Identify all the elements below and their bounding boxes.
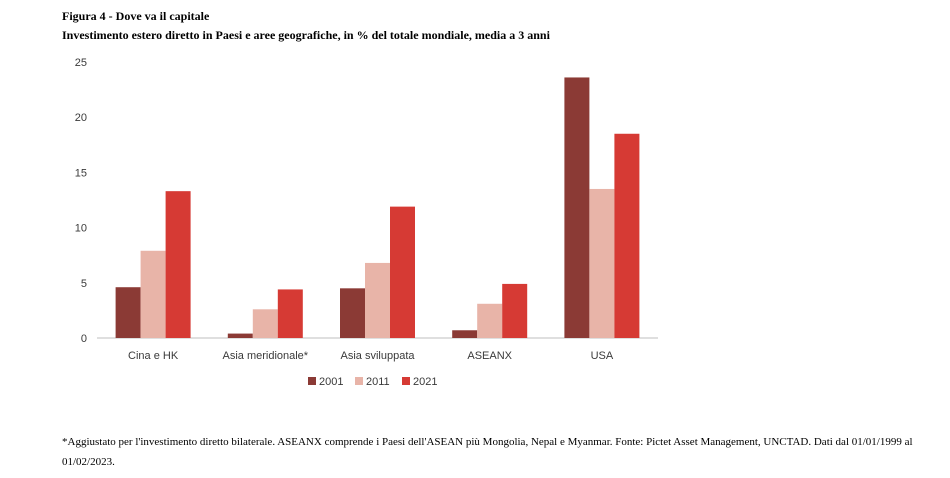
y-tick-label: 0 xyxy=(81,333,87,345)
legend-label-2021: 2021 xyxy=(413,376,437,388)
bar-2001-1 xyxy=(227,333,253,338)
bar-2021-4 xyxy=(614,133,640,338)
y-tick-label: 10 xyxy=(75,223,87,235)
legend-label-2011: 2011 xyxy=(366,376,390,388)
x-axis: Cina e HK Asia meridionale* Asia sviluppat… xyxy=(97,337,658,362)
bar-2011-2 xyxy=(365,262,390,338)
y-tick-label: 20 xyxy=(75,112,87,124)
legend-swatch-2001 xyxy=(308,377,316,385)
legend-label-2001: 2001 xyxy=(319,376,343,388)
y-tick-label: 5 xyxy=(81,278,87,290)
legend-swatch-2011 xyxy=(355,377,363,385)
bar-2021-2 xyxy=(390,206,415,338)
x-category-label: Cina e HK xyxy=(128,350,179,362)
x-category-label: USA xyxy=(591,350,614,362)
figure-title: Figura 4 - Dove va il capitale xyxy=(62,9,210,23)
legend-swatch-2021 xyxy=(402,377,410,385)
bar-chart: 0 5 10 15 20 25 Cina e HK Asia meridionale* Asi… xyxy=(75,57,658,388)
y-tick-label: 15 xyxy=(75,167,87,179)
footnote: *Aggiustato per l'investimento diretto b… xyxy=(62,436,913,468)
x-category-label: ASEANX xyxy=(467,350,512,362)
bars xyxy=(115,77,640,339)
bar-2021-1 xyxy=(277,289,303,338)
bar-2001-4 xyxy=(564,77,590,339)
bar-2011-0 xyxy=(140,250,166,338)
bar-2021-0 xyxy=(165,191,191,338)
legend: 2001 2011 2021 xyxy=(308,376,437,388)
bar-2001-2 xyxy=(340,288,365,338)
bar-2011-1 xyxy=(252,309,278,338)
x-category-label: Asia meridionale* xyxy=(222,350,308,362)
y-tick-label: 25 xyxy=(75,57,87,69)
bar-2011-4 xyxy=(589,188,615,338)
x-category-label: Asia sviluppata xyxy=(341,350,416,362)
figure-subtitle: Investimento estero diretto in Paesi e a… xyxy=(62,28,550,42)
y-axis: 0 5 10 15 20 25 xyxy=(75,57,87,345)
bar-2001-3 xyxy=(452,330,478,338)
bar-2021-3 xyxy=(502,283,528,338)
bar-2011-3 xyxy=(477,303,503,338)
bar-2001-0 xyxy=(115,287,141,338)
